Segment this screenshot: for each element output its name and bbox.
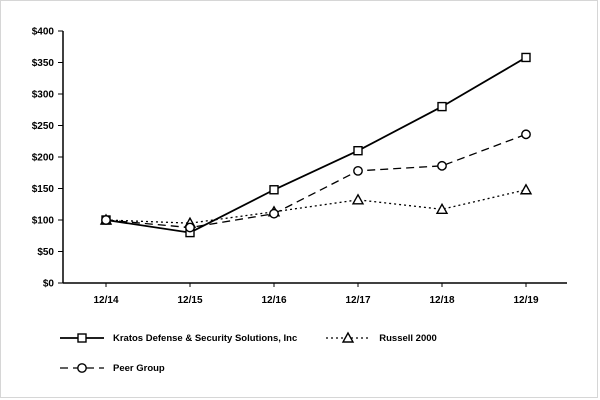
square-marker-icon [521, 52, 531, 63]
series-line-2 [105, 133, 527, 229]
legend-label: Peer Group [113, 362, 165, 374]
square-marker-icon [77, 333, 87, 343]
y-axis-tick-label: $250 [32, 121, 55, 132]
y-axis-tick-label: $400 [32, 27, 55, 38]
line-chart-canvas: $0 $50 $100 $150 $200 $250 $300 $350 $400 12/14 12… [32, 27, 567, 306]
circle-marker-icon [437, 160, 447, 171]
legend-triangle-sample-icon [326, 331, 371, 343]
legend-row-2: Peer Group [59, 361, 597, 375]
y-axis-tick-label: $0 [43, 279, 55, 290]
chart-legend: Kratos Defense & Security Solutions, Inc… [59, 331, 597, 375]
triangle-marker-icon [351, 193, 365, 205]
y-axis-tick-label: $350 [32, 58, 55, 69]
circle-marker-icon [185, 222, 195, 233]
circle-marker-icon [77, 363, 87, 373]
y-axis-tick-label: $150 [32, 184, 55, 195]
legend-item-1: Russell 2000 [325, 331, 437, 345]
legend-circle-sample-icon [60, 363, 104, 373]
triangle-marker-icon [342, 331, 355, 343]
circle-marker-icon [521, 129, 531, 140]
x-axis-tick-label: 12/18 [429, 295, 454, 306]
series-line-0 [105, 56, 527, 234]
circle-marker-icon [353, 165, 363, 176]
x-axis-tick-label: 12/15 [177, 295, 202, 306]
legend-item-0: Kratos Defense & Security Solutions, Inc [59, 331, 297, 345]
y-axis-tick-label: $100 [32, 216, 55, 227]
legend-label: Kratos Defense & Security Solutions, Inc [113, 332, 298, 344]
triangle-marker-icon [435, 202, 449, 214]
triangle-marker-icon [519, 183, 533, 195]
y-axis-tick-label: $300 [32, 90, 55, 101]
square-marker-icon [269, 185, 279, 195]
y-axis-tick-label: $200 [32, 153, 55, 164]
circle-marker-icon [269, 208, 279, 219]
legend-row-1: Kratos Defense & Security Solutions, Inc… [59, 331, 597, 345]
y-axis-tick-label: $50 [37, 247, 54, 258]
legend-label: Russell 2000 [379, 332, 437, 344]
x-axis-tick-label: 12/19 [513, 295, 538, 306]
x-axis-tick-label: 12/14 [93, 295, 118, 306]
square-marker-icon [437, 101, 447, 112]
x-axis-tick-label: 12/16 [261, 295, 286, 306]
x-axis-tick-label: 12/17 [345, 295, 370, 306]
legend-item-2: Peer Group [59, 361, 165, 375]
legend-square-sample-icon [60, 333, 104, 343]
series-line-1 [105, 189, 527, 224]
circle-marker-icon [101, 215, 111, 225]
square-marker-icon [353, 145, 363, 156]
